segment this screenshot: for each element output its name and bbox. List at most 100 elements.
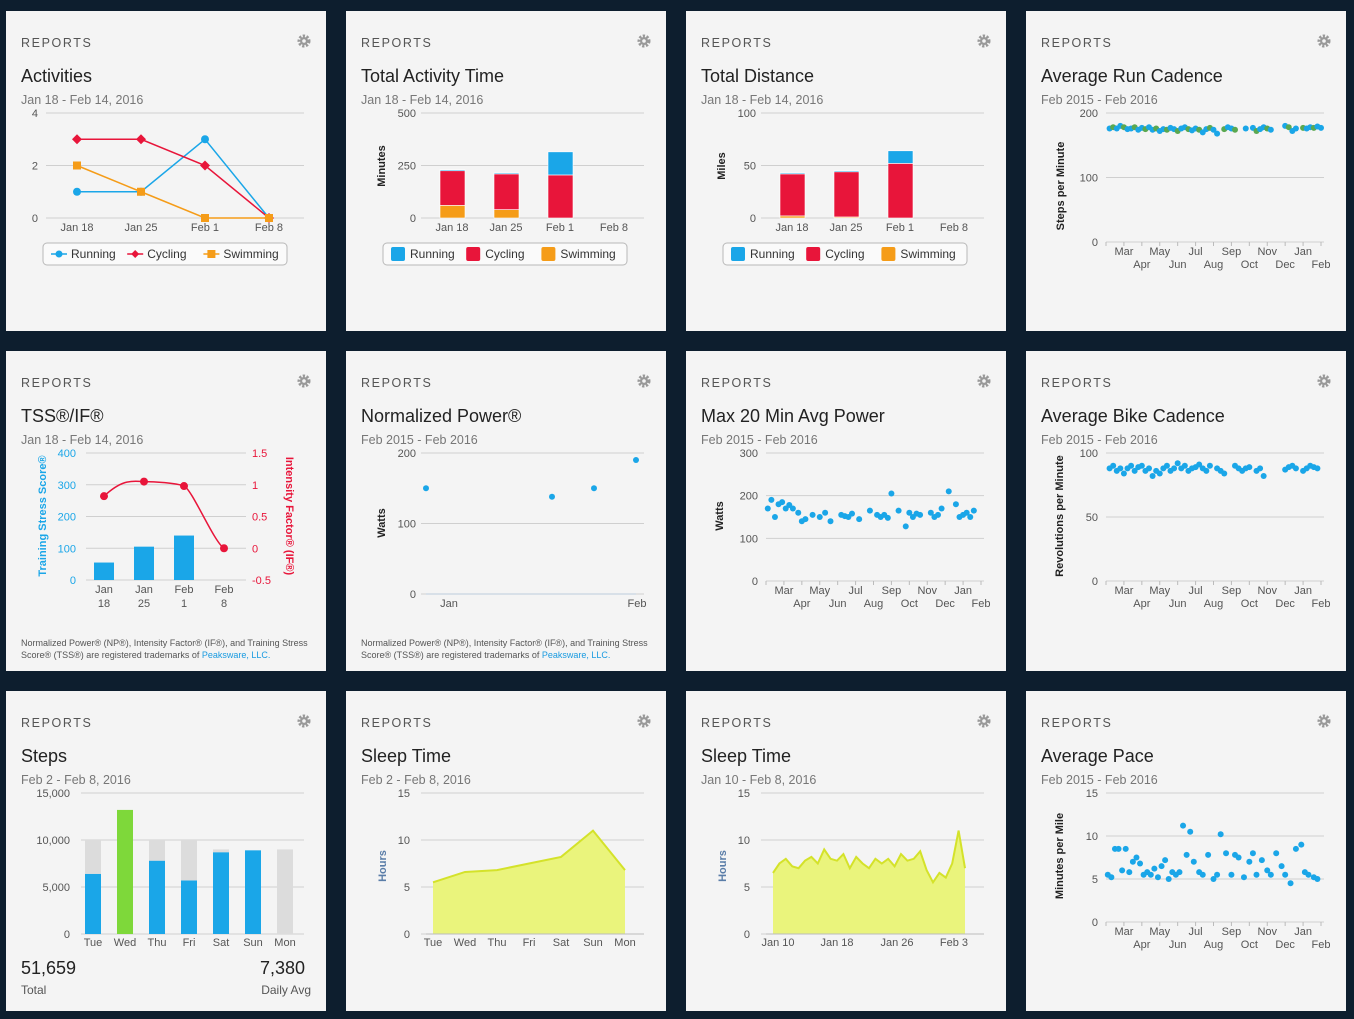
card-tss-if: REPORTS TSS®/IF® Jan 18 - Feb 14, 2016 0…	[6, 351, 326, 671]
card-title: Total Distance	[701, 66, 815, 86]
y-tick-label: 0	[750, 213, 756, 225]
gear-icon[interactable]	[636, 373, 652, 389]
card-total-distance: REPORTS Total Distance Jan 18 - Feb 14, …	[686, 11, 1006, 331]
x-tick-label: Aug	[1204, 939, 1224, 951]
data-point	[822, 509, 829, 516]
data-point	[1181, 462, 1188, 469]
data-point	[100, 492, 108, 501]
x-tick-label: Feb	[972, 598, 991, 610]
data-point	[1232, 126, 1238, 133]
bar-remaining	[213, 849, 229, 853]
x-tick-label: Dec	[1275, 598, 1295, 610]
legend-label: Swimming	[560, 247, 615, 261]
data-point	[1149, 473, 1156, 480]
data-point	[856, 516, 863, 523]
gear-icon[interactable]	[1316, 33, 1332, 49]
y2-tick-label: -0.5	[252, 575, 271, 587]
data-point	[779, 499, 786, 506]
y2-tick-label: 1	[252, 480, 258, 492]
data-point	[633, 457, 639, 464]
gear-icon[interactable]	[296, 373, 312, 389]
y-tick-label: 50	[744, 161, 756, 173]
y-axis-title: Training Stress Score®	[37, 455, 49, 576]
x-tick-label: Jun	[1169, 598, 1187, 610]
gear-icon[interactable]	[976, 33, 992, 49]
data-point	[1287, 880, 1294, 887]
card-sleep-time-week: REPORTS Sleep Time Feb 2 - Feb 8, 2016 0…	[346, 691, 666, 1011]
peaksware-link[interactable]: Peaksware, LLC.	[201, 650, 271, 660]
data-point	[884, 514, 891, 521]
x-tick-label: Jan	[954, 585, 972, 597]
x-tick-label: Jan	[1294, 246, 1312, 258]
y-tick-label: 300	[58, 480, 76, 492]
gear-icon[interactable]	[1316, 373, 1332, 389]
x-tick-label: Wed	[114, 937, 136, 949]
x-tick-label: Jan	[1294, 585, 1312, 597]
y-tick-label: 100	[1080, 173, 1098, 185]
steps-total-value: 51,659	[21, 958, 77, 978]
gear-icon[interactable]	[636, 713, 652, 729]
x-tick-label: Mar	[774, 585, 793, 597]
peaksware-link[interactable]: Peaksware, LLC.	[541, 650, 611, 660]
y-tick-label: 5	[1092, 874, 1098, 886]
legend-label: Running	[71, 247, 116, 261]
x-tick-label: Tue	[424, 937, 443, 949]
legend-label: Running	[410, 247, 455, 261]
x-tick-label: Feb	[1312, 939, 1331, 951]
x-tick-label: Jan 25	[124, 222, 157, 234]
y2-tick-label: 0	[252, 543, 258, 555]
x-tick-label: Sep	[1222, 246, 1242, 258]
x-tick-label: 1	[181, 598, 187, 610]
data-point	[1203, 467, 1210, 474]
x-tick-label: Jul	[1189, 926, 1203, 938]
legend-marker	[466, 247, 481, 261]
gear-icon[interactable]	[1316, 713, 1332, 729]
data-point	[1217, 831, 1224, 838]
section-label: REPORTS	[1041, 716, 1113, 730]
gear-icon[interactable]	[636, 33, 652, 49]
chart-average-pace: 0 5 10 15 Minutes per Mile Mar May Jul Sep Nov Jan…	[1054, 788, 1331, 951]
data-point	[1128, 462, 1135, 469]
y-axis-title: Steps per Minute	[1055, 142, 1067, 231]
card-sleep-time-month: REPORTS Sleep Time Jan 10 - Feb 8, 2016 …	[686, 691, 1006, 1011]
x-tick-label: Feb 1	[546, 222, 574, 234]
bar-running	[493, 172, 520, 175]
data-point	[1165, 876, 1172, 882]
data-point	[1267, 871, 1274, 878]
bar-running	[439, 169, 466, 172]
gear-icon[interactable]	[296, 33, 312, 49]
x-tick-label: Jan 10	[761, 937, 794, 949]
data-point	[768, 496, 775, 503]
y-tick-label: 0	[70, 575, 76, 587]
card-date-range: Jan 10 - Feb 8, 2016	[701, 773, 817, 787]
card-steps: REPORTS Steps Feb 2 - Feb 8, 2016 0 5,000…	[6, 691, 326, 1011]
gear-icon[interactable]	[296, 713, 312, 729]
bar-swimming	[493, 209, 520, 219]
y-axis-title: Miles	[716, 152, 728, 180]
y-tick-label: 0	[32, 213, 38, 225]
gear-icon[interactable]	[976, 373, 992, 389]
x-tick-label: Fri	[183, 937, 196, 949]
x-tick-label: Thu	[488, 937, 507, 949]
x-tick-label: Feb 1	[191, 222, 219, 234]
y-axis-title: Watts	[714, 501, 726, 531]
data-point	[1214, 130, 1221, 137]
x-tick-label: Mon	[614, 937, 635, 949]
data-point	[764, 505, 771, 512]
sleep-area	[773, 830, 965, 934]
y-axis-title: Hours	[377, 850, 389, 882]
x-tick-label: Thu	[148, 937, 167, 949]
x-tick-label: Fri	[523, 937, 536, 949]
data-point	[1264, 867, 1271, 874]
x-tick-label: Jun	[1169, 939, 1187, 951]
data-point	[200, 160, 210, 171]
x-tick-label: Jan	[135, 584, 153, 596]
y-tick-label: 0	[410, 213, 416, 225]
card-date-range: Jan 18 - Feb 14, 2016	[361, 93, 484, 107]
data-point	[1183, 851, 1190, 858]
section-label: REPORTS	[1041, 36, 1113, 50]
card-date-range: Feb 2015 - Feb 2016	[701, 433, 818, 447]
gear-icon[interactable]	[976, 713, 992, 729]
x-tick-label: Sep	[1222, 585, 1242, 597]
data-point	[917, 511, 924, 518]
